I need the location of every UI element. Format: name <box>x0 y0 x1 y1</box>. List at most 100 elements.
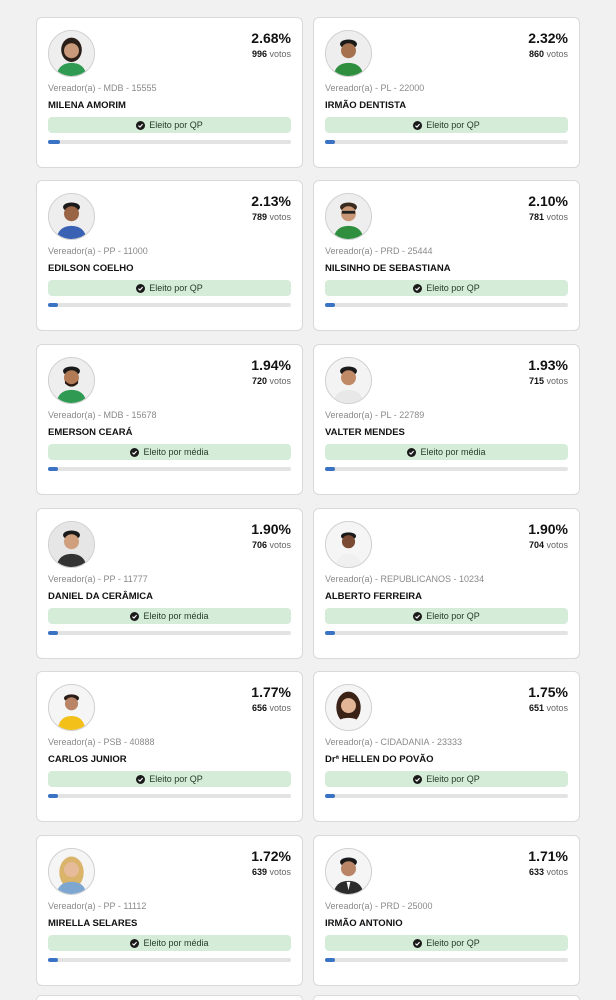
vote-progress-bar <box>48 631 291 635</box>
vote-count: 781 votos <box>528 212 568 222</box>
vote-percentage: 1.90% <box>251 521 291 537</box>
candidate-name: VALTER MENDES <box>325 427 405 438</box>
vote-progress-bar <box>325 958 568 962</box>
candidate-name: IRMÃO DENTISTA <box>325 100 407 111</box>
check-circle-icon <box>130 938 140 948</box>
vote-count: 720 votos <box>251 376 291 386</box>
vote-progress-fill <box>325 140 336 144</box>
candidate-name: ALBERTO FERREIRA <box>325 591 422 602</box>
candidate-avatar <box>48 357 95 404</box>
election-status-badge: Eleito por QP <box>325 771 568 787</box>
candidate-card[interactable]: 1.90% 704 votos Vereador(a) - REPUBLICAN… <box>313 508 580 659</box>
vote-count: 651 votos <box>528 703 568 713</box>
candidate-party-info: Vereador(a) - PSB - 40888 <box>48 737 155 747</box>
vote-progress-fill <box>48 303 58 307</box>
candidate-name: DANIEL DA CERÂMICA <box>48 591 154 602</box>
vote-count: 860 votos <box>528 49 568 59</box>
election-status-badge: Eleito por QP <box>48 280 291 296</box>
vote-count: 704 votos <box>528 540 568 550</box>
check-circle-icon <box>130 611 140 621</box>
vote-percentage: 1.77% <box>251 684 291 700</box>
check-circle-icon <box>413 938 423 948</box>
candidate-name: CARLOS JUNIOR <box>48 754 127 765</box>
vote-count: 789 votos <box>251 212 291 222</box>
candidate-card[interactable]: 1.72% 639 votos Vereador(a) - PP - 11112… <box>36 835 303 986</box>
vote-percentage: 2.10% <box>528 193 568 209</box>
vote-percentage: 1.93% <box>528 357 568 373</box>
vote-percentage: 1.75% <box>528 684 568 700</box>
candidate-party-info: Vereador(a) - PP - 11777 <box>48 574 148 584</box>
candidate-card[interactable]: 1.93% 715 votos Vereador(a) - PL - 22789… <box>313 344 580 495</box>
vote-progress-fill <box>48 140 60 144</box>
election-status-badge: Eleito por média <box>48 608 291 624</box>
vote-progress-fill <box>325 794 335 798</box>
candidate-avatar <box>48 30 95 77</box>
candidate-card[interactable]: 2.13% 789 votos Vereador(a) - PP - 11000… <box>36 180 303 331</box>
check-circle-icon <box>407 447 417 457</box>
vote-progress-fill <box>325 958 335 962</box>
candidate-card[interactable]: 2.10% 781 votos Vereador(a) - PRD - 2544… <box>313 180 580 331</box>
candidate-avatar <box>325 357 372 404</box>
vote-progress-bar <box>48 303 291 307</box>
election-status-badge: Eleito por QP <box>325 280 568 296</box>
check-circle-icon <box>413 120 423 130</box>
candidate-card[interactable]: 1.94% 720 votos Vereador(a) - MDB - 1567… <box>36 344 303 495</box>
candidate-party-info: Vereador(a) - MDB - 15555 <box>48 83 157 93</box>
vote-progress-bar <box>325 631 568 635</box>
vote-progress-fill <box>48 958 58 962</box>
vote-progress-fill <box>48 467 58 471</box>
check-circle-icon <box>413 283 423 293</box>
vote-progress-bar <box>325 140 568 144</box>
election-status-badge: Eleito por QP <box>325 608 568 624</box>
candidate-avatar <box>48 684 95 731</box>
candidate-card-partial[interactable] <box>36 995 303 1000</box>
vote-percentage: 1.94% <box>251 357 291 373</box>
election-status-badge: Eleito por QP <box>325 935 568 951</box>
candidate-name: Drª HELLEN DO POVÃO <box>325 754 434 765</box>
candidate-card[interactable]: 2.68% 996 votos Vereador(a) - MDB - 1555… <box>36 17 303 168</box>
candidate-party-info: Vereador(a) - CIDADANIA - 23333 <box>325 737 463 747</box>
candidate-card[interactable]: 1.75% 651 votos Vereador(a) - CIDADANIA … <box>313 671 580 822</box>
check-circle-icon <box>130 447 140 457</box>
election-status-badge: Eleito por QP <box>48 771 291 787</box>
vote-progress-fill <box>325 303 335 307</box>
candidate-party-info: Vereador(a) - PP - 11112 <box>48 901 147 911</box>
vote-progress-fill <box>48 794 58 798</box>
candidate-avatar <box>48 193 95 240</box>
vote-count: 715 votos <box>528 376 568 386</box>
vote-count: 633 votos <box>528 867 568 877</box>
election-status-badge: Eleito por média <box>48 935 291 951</box>
vote-percentage: 2.68% <box>251 30 291 46</box>
check-circle-icon <box>413 774 423 784</box>
candidate-card[interactable]: 1.90% 706 votos Vereador(a) - PP - 11777… <box>36 508 303 659</box>
vote-percentage: 1.71% <box>528 848 568 864</box>
candidate-name: MIRELLA SELARES <box>48 918 138 929</box>
candidate-avatar <box>325 193 372 240</box>
vote-progress-bar <box>48 794 291 798</box>
check-circle-icon <box>136 774 146 784</box>
election-status-badge: Eleito por QP <box>48 117 291 133</box>
candidate-party-info: Vereador(a) - REPUBLICANOS - 10234 <box>325 574 485 584</box>
candidate-avatar <box>325 521 372 568</box>
election-status-badge: Eleito por média <box>325 444 568 460</box>
candidate-name: MILENA AMORIM <box>48 100 126 111</box>
candidate-avatar <box>325 30 372 77</box>
candidate-party-info: Vereador(a) - PRD - 25000 <box>325 901 433 911</box>
candidate-card-partial[interactable] <box>313 995 580 1000</box>
candidate-avatar <box>325 848 372 895</box>
candidate-party-info: Vereador(a) - MDB - 15678 <box>48 410 157 420</box>
vote-progress-bar <box>48 958 291 962</box>
vote-progress-bar <box>325 303 568 307</box>
vote-count: 656 votos <box>251 703 291 713</box>
vote-progress-fill <box>325 631 335 635</box>
candidate-card[interactable]: 1.71% 633 votos Vereador(a) - PRD - 2500… <box>313 835 580 986</box>
candidate-name: EDILSON COELHO <box>48 263 134 274</box>
vote-progress-fill <box>48 631 58 635</box>
vote-progress-bar <box>48 467 291 471</box>
candidate-card[interactable]: 2.32% 860 votos Vereador(a) - PL - 22000… <box>313 17 580 168</box>
candidate-card[interactable]: 1.77% 656 votos Vereador(a) - PSB - 4088… <box>36 671 303 822</box>
vote-percentage: 2.32% <box>528 30 568 46</box>
vote-count: 706 votos <box>251 540 291 550</box>
check-circle-icon <box>136 283 146 293</box>
